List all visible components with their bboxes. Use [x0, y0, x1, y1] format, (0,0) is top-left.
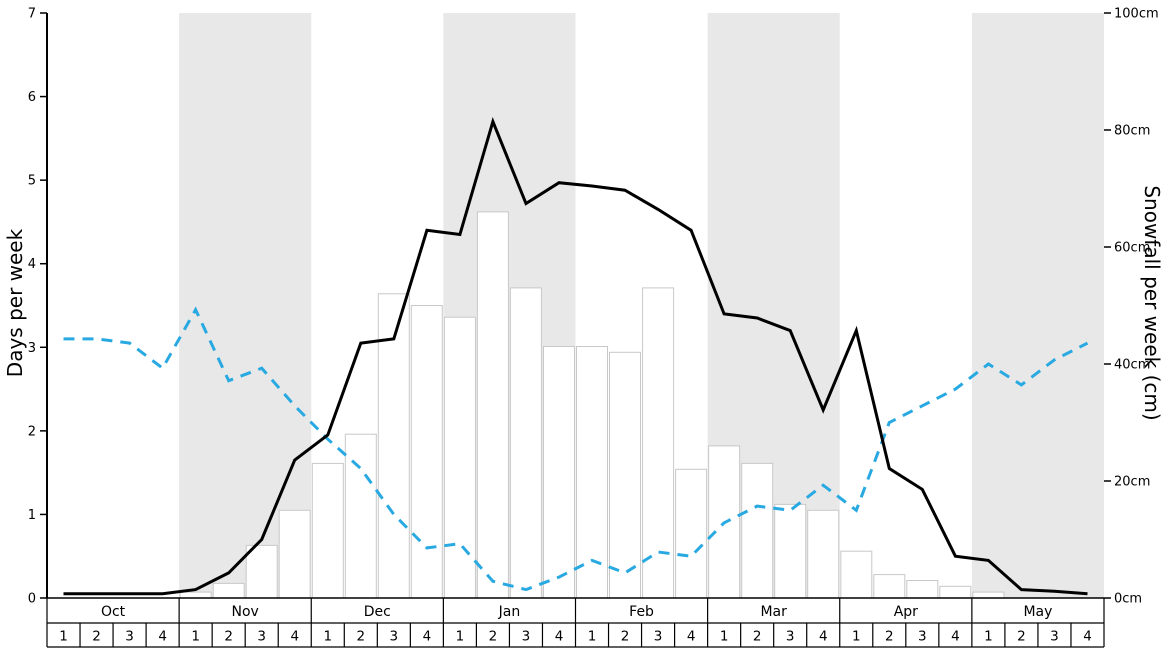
week-number-label: 3	[390, 629, 399, 645]
snowfall-bar	[906, 580, 939, 599]
week-number-label: 1	[588, 629, 597, 645]
right-axis-tick-label: 100cm	[1114, 7, 1159, 22]
right-axis-tick-label: 0cm	[1114, 592, 1142, 607]
week-number-label: 1	[191, 629, 200, 645]
snowfall-bar	[278, 509, 311, 599]
month-label-jan: Jan	[498, 604, 521, 620]
right-axis-tick-label: 20cm	[1114, 475, 1150, 490]
right-axis-tick-label: 40cm	[1114, 358, 1150, 373]
snowfall-bar	[245, 544, 278, 599]
shaded-band-may	[971, 13, 1104, 598]
week-number-label: 3	[125, 629, 134, 645]
snowfall-bar	[807, 509, 840, 599]
week-number-label: 2	[92, 629, 101, 645]
week-number-label: 2	[885, 629, 894, 645]
week-number-label: 1	[59, 629, 68, 645]
snowfall-bar	[939, 585, 972, 599]
month-label-apr: Apr	[894, 604, 918, 620]
right-axis-tick-label: 80cm	[1114, 124, 1150, 139]
week-number-label: 2	[224, 629, 233, 645]
days-per-week-solid-line	[63, 117, 1088, 596]
left-axis-tick-label: 6	[28, 90, 36, 105]
left-axis-tick-label: 1	[28, 508, 36, 523]
snowfall-bar	[377, 293, 410, 599]
month-label-feb: Feb	[629, 604, 654, 620]
week-number-label: 4	[423, 629, 432, 645]
left-axis-tick-label: 5	[28, 174, 36, 189]
week-number-label: 1	[456, 629, 465, 645]
snowfall-bar	[642, 287, 675, 599]
right-axis-title: Snowfall per week (cm)	[1140, 185, 1164, 421]
snowfall-bar	[873, 574, 906, 599]
snowfall-bar	[609, 351, 641, 599]
week-number-label: 1	[984, 629, 993, 645]
week-number-label: 1	[323, 629, 332, 645]
week-number-label: 2	[1017, 629, 1026, 645]
left-axis-title: Days per week	[3, 228, 27, 378]
snowfall-bar	[179, 591, 212, 599]
week-number-label: 3	[257, 629, 266, 645]
week-number-label: 4	[687, 629, 696, 645]
week-number-label: 2	[357, 629, 366, 645]
week-number-label: 3	[1050, 629, 1059, 645]
week-number-label: 1	[720, 629, 729, 645]
snowfall-bar	[311, 462, 344, 599]
month-label-oct: Oct	[101, 604, 126, 620]
week-number-label: 2	[753, 629, 762, 645]
week-number-label: 2	[489, 629, 498, 645]
snowfall-bar	[741, 462, 774, 599]
week-number-label: 4	[290, 629, 299, 645]
left-axis-tick-label: 3	[28, 341, 36, 356]
week-number-label: 4	[158, 629, 167, 645]
left-axis-tick-label: 7	[28, 7, 36, 22]
week-number-label: 3	[786, 629, 795, 645]
snowfall-bar	[476, 211, 509, 599]
month-label-may: May	[1023, 604, 1052, 620]
month-label-mar: Mar	[760, 604, 787, 620]
week-number-label: 4	[1083, 629, 1092, 645]
left-axis-tick-label: 2	[28, 424, 36, 439]
snowfall-bar	[840, 550, 873, 599]
left-axis-tick-label: 0	[28, 592, 36, 607]
week-number-label: 2	[621, 629, 630, 645]
week-number-label: 4	[555, 629, 564, 645]
month-label-nov: Nov	[232, 604, 259, 620]
shaded-band-nov	[179, 13, 312, 598]
week-number-label: 4	[819, 629, 828, 645]
week-number-label: 3	[522, 629, 531, 645]
snowfall-bar	[443, 316, 476, 599]
snowfall-bar	[972, 591, 1005, 599]
week-number-label: 3	[918, 629, 927, 645]
month-label-dec: Dec	[364, 604, 391, 620]
days-per-week-dashed-line	[63, 306, 1089, 592]
right-axis-tick-label: 60cm	[1114, 241, 1150, 256]
snowfall-bar	[509, 287, 542, 599]
week-number-label: 4	[951, 629, 960, 645]
snowfall-bar	[774, 503, 807, 599]
snowfall-bar	[675, 468, 708, 599]
week-number-label: 1	[852, 629, 861, 645]
snowfall-bar	[344, 433, 377, 599]
snowfall-bar	[543, 346, 575, 599]
week-number-label: 3	[654, 629, 663, 645]
left-axis-tick-label: 4	[28, 257, 36, 272]
snowfall-bar	[410, 305, 443, 599]
snowfall-bar	[212, 582, 245, 599]
